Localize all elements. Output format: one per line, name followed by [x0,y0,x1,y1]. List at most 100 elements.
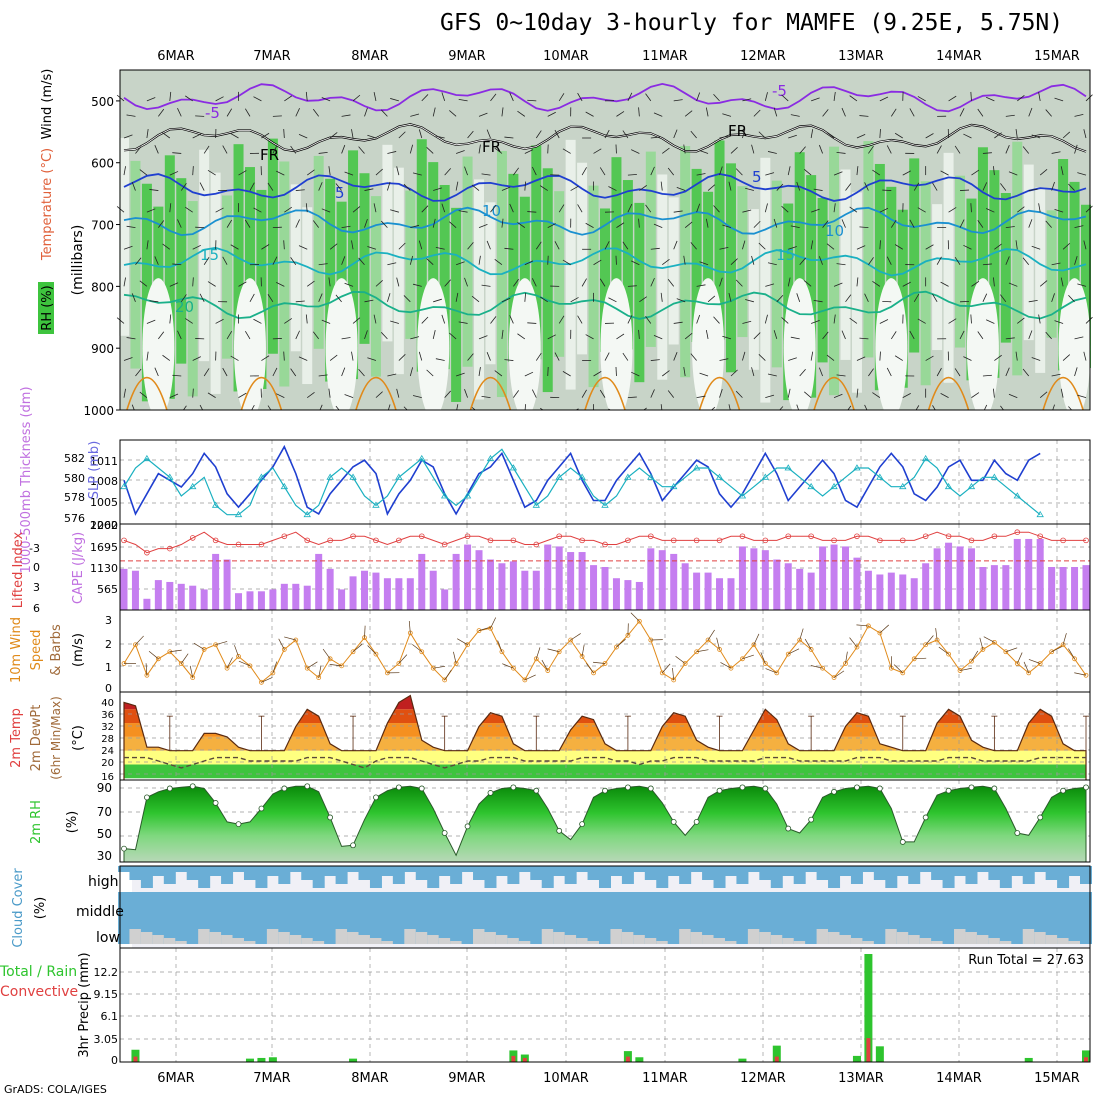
wind-barb [364,188,374,191]
wind-barb [358,368,365,377]
isotherm-label: FR [728,122,747,140]
cloud-row-label-low: low [96,930,120,946]
wind-barb-10m [1016,652,1023,664]
high-cloud-bar [163,866,176,884]
wind-barb [638,107,640,117]
low-cloud-bar [965,932,978,944]
wind-barb [622,130,629,139]
warm-contour [813,377,855,411]
cape-bar [326,568,334,610]
wind-barb [932,182,938,191]
low-cloud-bar [301,938,314,944]
low-cloud-bar [896,932,909,944]
cape-bar [990,565,998,610]
thickness-marker [120,482,128,490]
wind-barb [312,108,320,117]
low-cloud-bar [473,929,486,944]
wind-barb [307,392,315,398]
wind-barb [673,99,683,102]
wind-barb [909,219,915,228]
pressure-tick-label: 600 [91,157,114,171]
wind-barb [730,147,738,154]
wind-barb [154,145,159,154]
wind-barb [742,129,746,139]
rh-marker [739,784,746,791]
wind-barb [222,256,228,265]
wind-barb-10m [707,629,715,641]
wind-barb [558,204,565,213]
wind-barb [207,392,216,398]
middle-cloud-bar [587,892,600,944]
precip-total-bar [772,1045,781,1062]
wind-barb [971,392,980,398]
rh-column [691,168,702,342]
wind-barb [192,388,194,398]
middle-cloud-bar [862,892,875,944]
cape-bar [1048,567,1056,610]
low-cloud-bar [553,932,566,944]
rh-column [851,192,862,393]
high-cloud-bar [896,866,909,876]
high-cloud-bar [186,866,199,880]
rh-marker [144,794,150,801]
cape-bar [498,563,506,610]
wind-barb-10m [753,633,760,645]
rh-column [748,209,759,370]
wind-speed-marker [946,651,951,657]
warm-contour [927,377,970,411]
wind-speed-marker [190,675,196,681]
wind-barb [380,109,388,117]
wind-barb [826,243,835,250]
thickness-marker [509,464,518,471]
wind-speed-marker [259,679,264,685]
wind-barb [149,189,159,191]
wind-barb [328,166,331,176]
wind-barb [765,394,775,399]
wind-barb [673,321,683,324]
rh-column [256,189,267,389]
wind-barb [215,96,224,102]
wind-barb [131,293,136,302]
wind-barb [650,247,660,250]
wind-barb [276,393,285,398]
wind-barb [767,262,777,266]
cape-bar [1059,567,1067,610]
date-label-top: 12MAR [740,49,786,64]
wind-barb [753,220,761,228]
low-cloud-bar [243,941,256,944]
wind-speed-marker [591,670,596,676]
wind-barb [562,148,571,154]
wind-speed-marker [969,658,974,664]
wind-barb [418,129,423,139]
high-cloud-bar [312,866,325,888]
thickness-marker [738,492,747,499]
wind-barb [994,243,1002,250]
wind-barb-10m [1023,661,1030,674]
wind-barb [593,148,602,154]
wind-barb [312,331,320,340]
middle-cloud-bar [415,892,428,944]
wind-barb [872,169,881,176]
wind-speed-marker [442,677,448,683]
cape-tick-label: 1695 [90,541,118,554]
wind-barb [719,135,729,139]
rh-tick-label: 30 [97,849,112,863]
cape-bar [280,583,288,610]
wind-speed-marker [465,642,470,648]
wind-barb [230,133,239,139]
rh-marker [602,787,608,794]
cape-tick-label: 1130 [90,562,118,575]
cape-bar [864,570,872,610]
wind-barb [859,226,869,229]
lifted-index-marker [281,533,288,540]
wind-barb [845,294,852,303]
thickness-marker [967,482,976,490]
rh-marker [258,805,265,812]
wind-barb [1008,393,1018,399]
wind-barb [449,110,457,117]
wind-barb-10m [180,653,189,664]
thickness-marker [166,473,174,480]
wind-barb [826,132,835,139]
wind-barb [509,92,514,102]
wind-barb-10m [799,628,804,641]
